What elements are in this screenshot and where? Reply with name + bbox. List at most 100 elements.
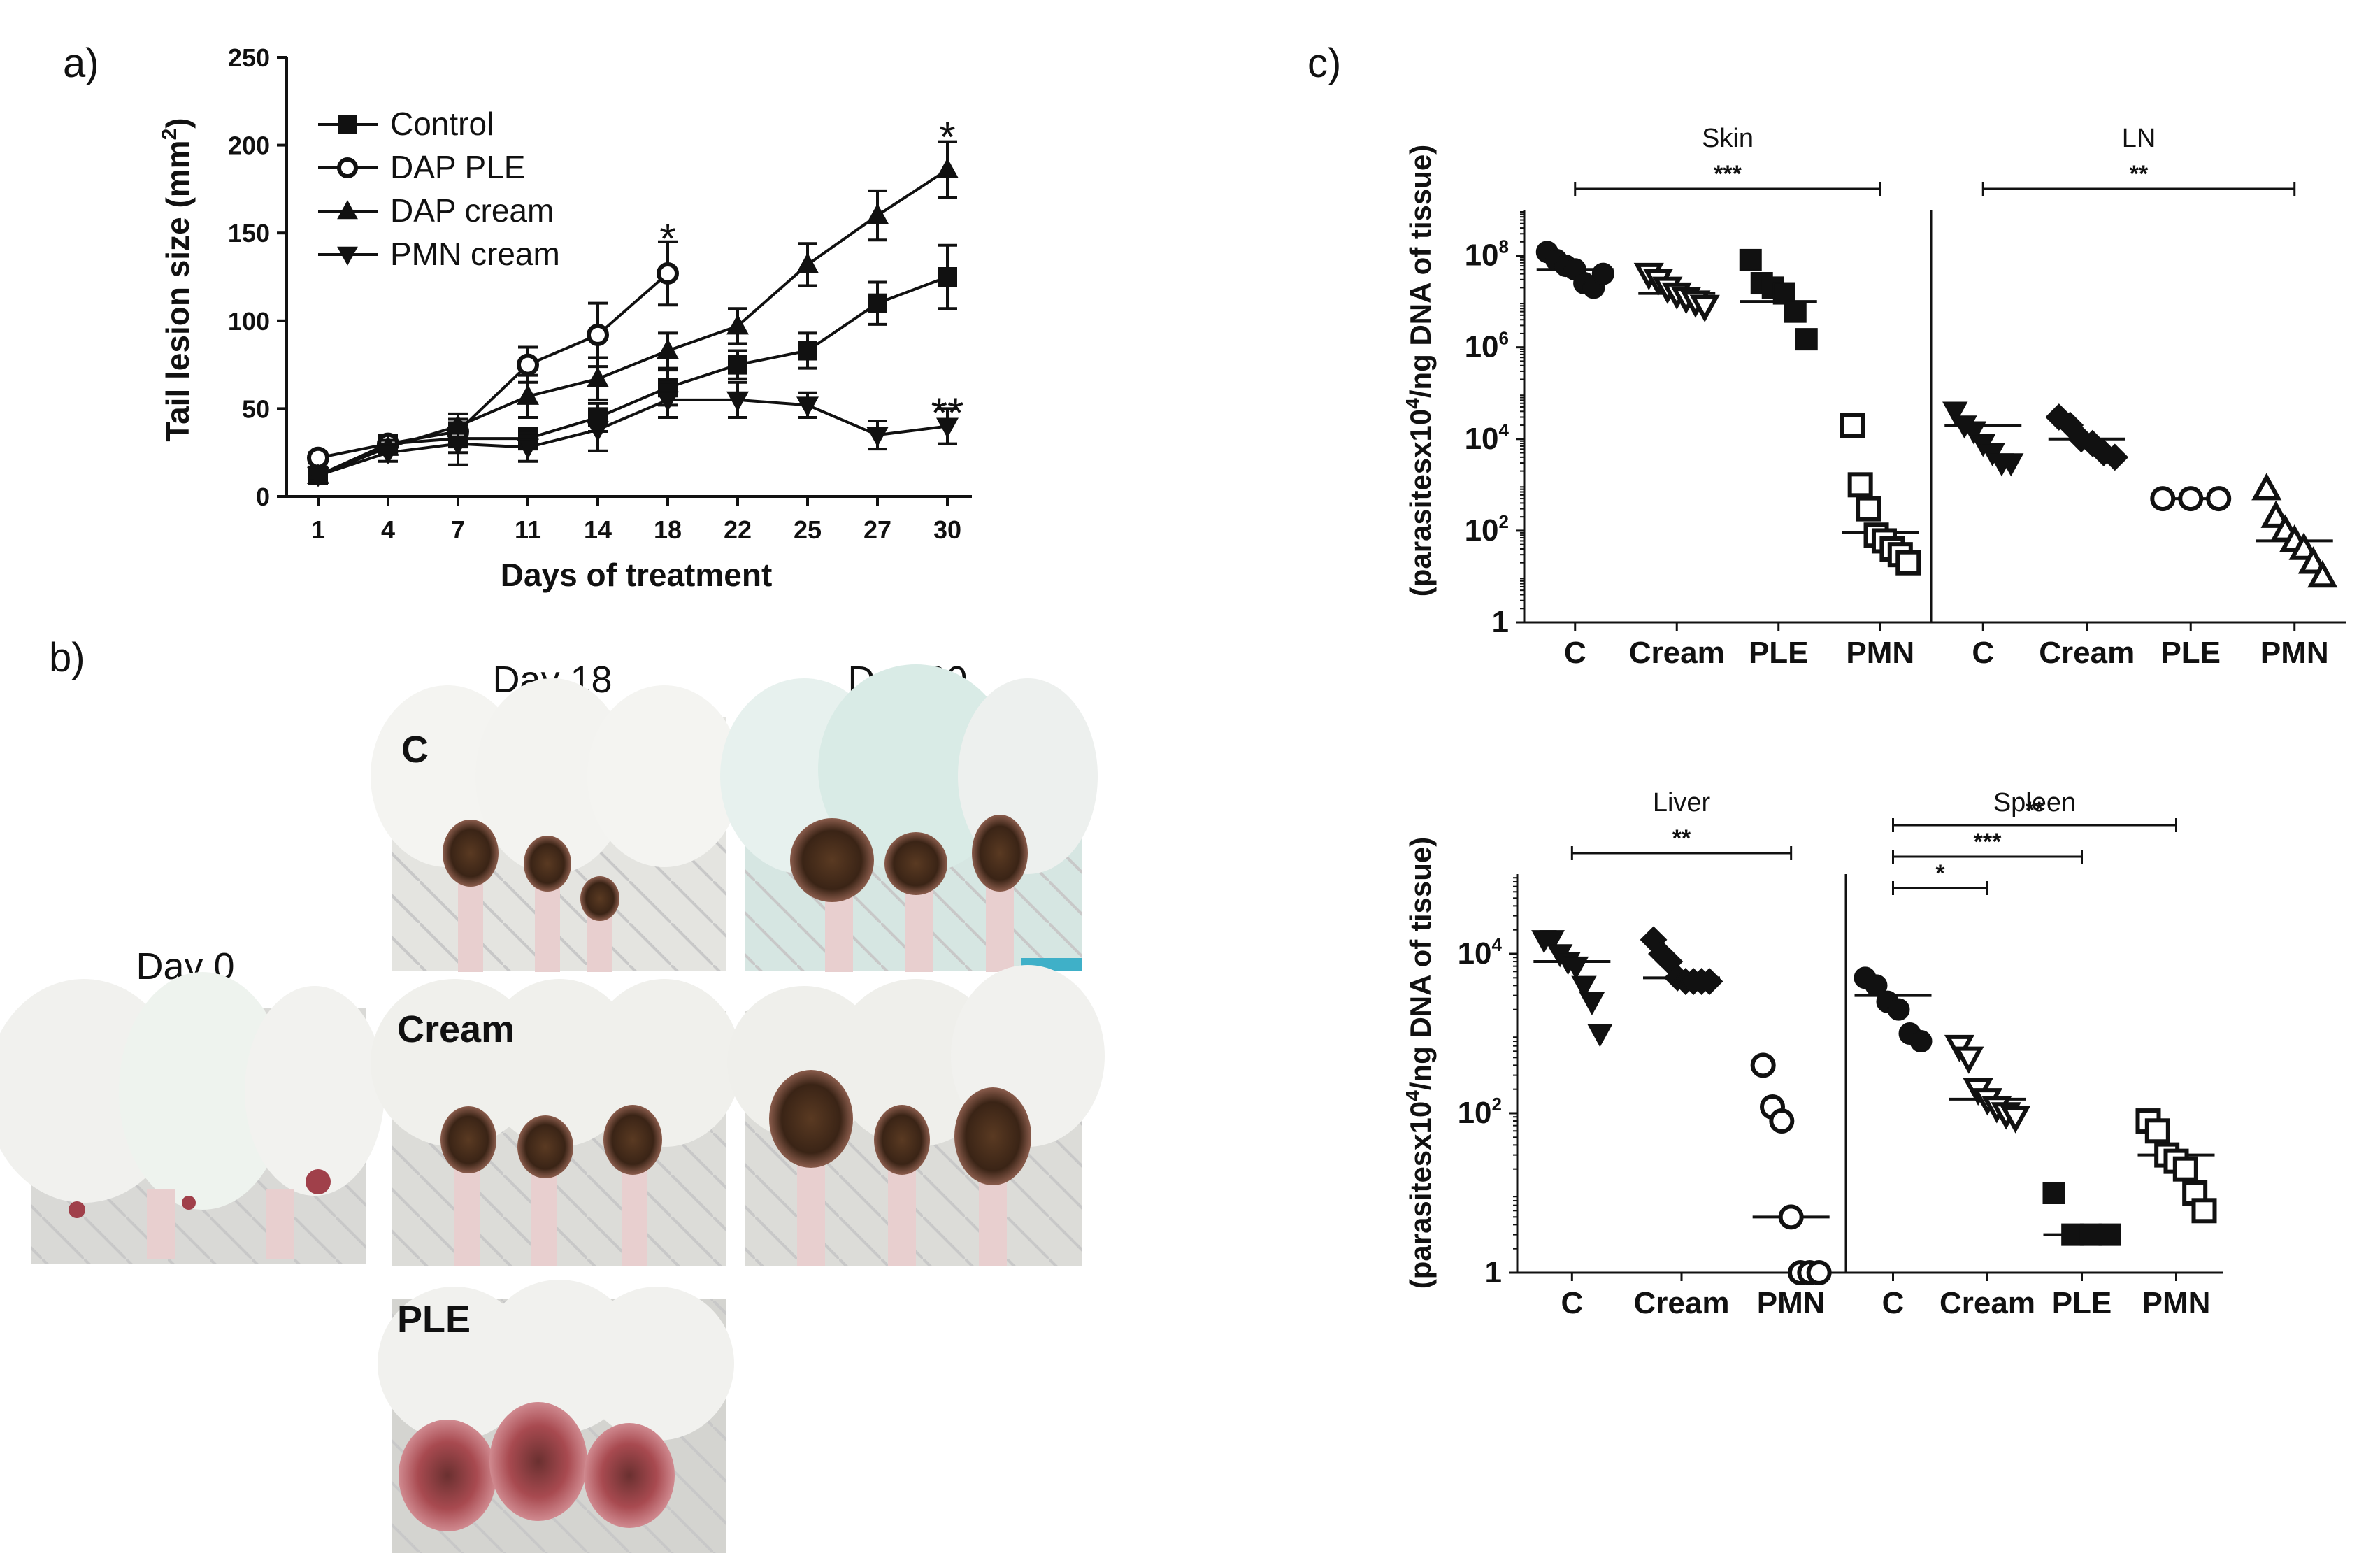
data-point [2101, 443, 2129, 471]
x-tick-label: PLE [1749, 636, 1809, 670]
data-point [1795, 328, 1818, 351]
significance-label: * [659, 215, 675, 262]
x-tick-label: PLE [2160, 636, 2221, 670]
data-point [1960, 421, 1987, 445]
series-line [317, 276, 948, 477]
significance-label: * [939, 113, 955, 160]
legend-marker [337, 246, 358, 266]
y-tick-label: 108 [1465, 236, 1509, 273]
data-point [1769, 1108, 1795, 1134]
y-tick-label: 102 [1458, 1094, 1502, 1130]
x-tick-label: 1 [311, 515, 325, 544]
group-cream [1944, 1034, 2031, 1134]
group-cream [2045, 403, 2129, 471]
group-pmn [1840, 413, 1921, 576]
photo-day18-cream: Cream [371, 979, 741, 1266]
significance-label: *** [1974, 829, 2002, 855]
subplot-title: Spleen [1993, 788, 2076, 817]
x-tick-label: 22 [724, 515, 752, 544]
series-line [317, 272, 669, 459]
data-point [2079, 1223, 2102, 1246]
data-point [307, 466, 329, 487]
y-tick-label: 1 [1492, 605, 1509, 639]
x-tick-label: 7 [451, 515, 465, 544]
subplot-ln: LN C Cream PLE PMN ** [1942, 124, 2338, 670]
data-point [447, 435, 469, 456]
significance-label: *** [1714, 161, 1742, 187]
data-point [1865, 974, 1888, 997]
group-cream [1640, 926, 1723, 995]
x-tick-label: Cream [1940, 1286, 2035, 1320]
data-point [1887, 998, 1910, 1021]
photo-label-cream: Cream [397, 1008, 515, 1050]
panel-b-photos: Day 18 Day 30 Day 0 [0, 659, 1105, 1553]
x-tick-label: 11 [515, 515, 541, 544]
x-tick-label: 30 [933, 515, 961, 544]
panel-a-x-axis-title: Days of treatment [501, 557, 773, 593]
legend-marker [337, 157, 358, 178]
data-point [587, 421, 609, 442]
panel-c-top-chart: 1 102 104 106 108 Skin C Cream PLE PMN *** LN C Cream… [1465, 124, 2346, 670]
data-point [2061, 1223, 2084, 1246]
group-c [1942, 401, 2024, 477]
x-tick-label: PMN [2142, 1286, 2211, 1320]
legend-label: DAP PLE [390, 149, 525, 185]
x-tick-label: PMN [2260, 636, 2329, 670]
legend-marker [338, 115, 357, 134]
data-point [1587, 1024, 1613, 1048]
data-point [2178, 486, 2204, 512]
x-tick-label: Cream [2039, 636, 2135, 670]
data-point [796, 252, 819, 273]
group-c [1531, 930, 1613, 1048]
data-point [1778, 1204, 1804, 1230]
data-point [1689, 294, 1720, 322]
data-point [1942, 401, 1968, 425]
panel-a-y-axis-title: Tail lesion size (mm2) [158, 117, 196, 441]
panel-c-top-y-axis-title: (parasitesx104/ng DNA of tissue) [1402, 145, 1437, 597]
x-tick-label: 4 [381, 515, 395, 544]
data-point [1909, 1030, 1933, 1053]
y-tick-label: 0 [256, 483, 270, 511]
data-point [728, 355, 747, 375]
series-dap-ple [307, 240, 679, 469]
data-point [938, 267, 957, 287]
y-tick-exponent: 2 [1492, 1094, 1502, 1115]
significance-label: ** [1672, 825, 1691, 852]
y-tick-exponent: 8 [1499, 236, 1509, 257]
significance-label: ** [2026, 797, 2044, 824]
data-point [517, 353, 539, 376]
y-tick-label: 104 [1458, 934, 1503, 971]
data-point [1847, 472, 1873, 498]
x-tick-label: 27 [863, 515, 891, 544]
data-point [2288, 532, 2319, 560]
significance-label: ** [931, 390, 964, 436]
data-point [2260, 500, 2291, 528]
data-point [1856, 496, 1881, 522]
data-point [2144, 1118, 2170, 1144]
data-point [866, 427, 889, 448]
data-point [1539, 930, 1565, 954]
data-point [657, 262, 679, 285]
legend-marker [337, 200, 358, 220]
x-tick-label: PMN [1757, 1286, 1826, 1320]
data-point [1591, 262, 1614, 285]
data-point [868, 293, 887, 313]
data-point [1772, 282, 1795, 305]
data-point [1739, 248, 1762, 271]
photo-day18-control: C [371, 678, 741, 972]
group-pmn [2135, 1108, 2217, 1224]
data-point [2172, 1156, 2198, 1182]
significance-label: * [1935, 860, 1945, 887]
data-point [2150, 486, 2176, 512]
data-point [2042, 1182, 2065, 1204]
legend-label: Control [390, 106, 494, 142]
y-tick-label: 150 [228, 219, 270, 248]
data-point [2098, 1223, 2121, 1246]
x-tick-label: PMN [1846, 636, 1914, 670]
x-tick-label: C [1561, 1286, 1583, 1320]
